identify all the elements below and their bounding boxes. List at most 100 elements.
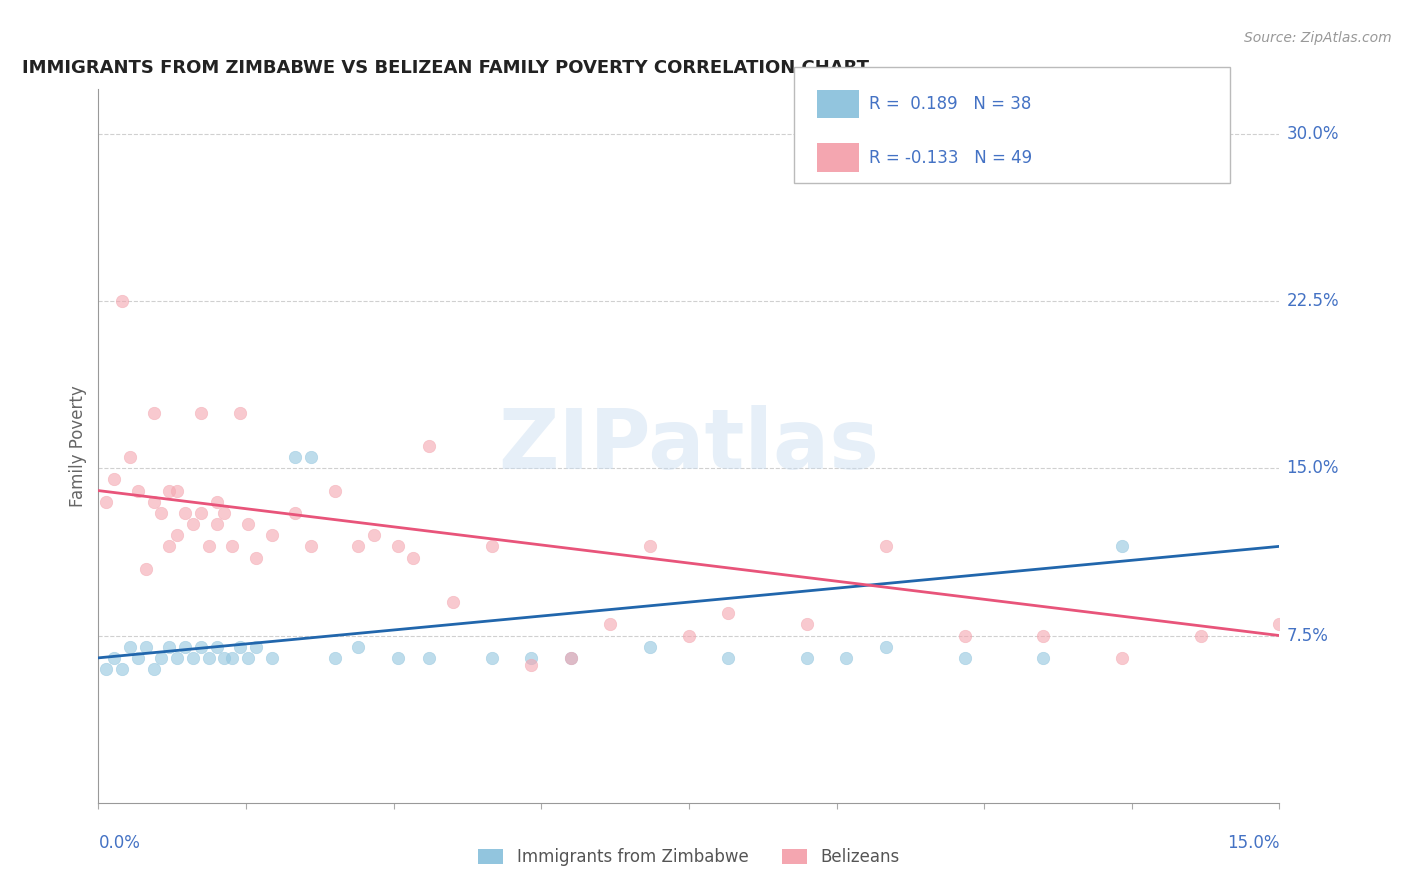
Point: [387, 539, 409, 553]
Point: [260, 651, 283, 665]
Point: [197, 651, 219, 665]
Point: [441, 595, 464, 609]
Point: [166, 483, 188, 498]
Point: [347, 539, 370, 553]
Point: [1111, 651, 1133, 665]
Legend: Immigrants from Zimbabwe, Belizeans: Immigrants from Zimbabwe, Belizeans: [478, 847, 900, 866]
Y-axis label: Family Poverty: Family Poverty: [69, 385, 87, 507]
Point: [363, 528, 385, 542]
Point: [127, 483, 149, 498]
Text: 7.5%: 7.5%: [1286, 626, 1329, 645]
Point: [678, 628, 700, 642]
Text: 15.0%: 15.0%: [1227, 834, 1279, 852]
Point: [214, 651, 236, 665]
Point: [166, 528, 188, 542]
Point: [638, 539, 661, 553]
Point: [174, 506, 197, 520]
Text: 15.0%: 15.0%: [1286, 459, 1339, 477]
Text: R = -0.133   N = 49: R = -0.133 N = 49: [869, 149, 1032, 167]
Point: [221, 539, 243, 553]
Point: [118, 450, 141, 465]
Point: [142, 662, 165, 676]
Point: [197, 539, 219, 553]
Point: [190, 405, 212, 420]
Point: [284, 506, 307, 520]
Point: [236, 517, 259, 532]
Text: 22.5%: 22.5%: [1286, 292, 1339, 310]
Point: [260, 528, 283, 542]
Point: [150, 506, 173, 520]
Point: [157, 539, 180, 553]
Point: [1268, 617, 1291, 632]
Point: [717, 607, 740, 621]
Point: [299, 539, 322, 553]
Point: [402, 550, 425, 565]
Point: [875, 640, 897, 654]
Point: [418, 439, 440, 453]
Point: [229, 405, 252, 420]
Point: [181, 517, 204, 532]
Point: [638, 640, 661, 654]
Point: [1111, 539, 1133, 553]
Point: [181, 651, 204, 665]
Point: [111, 662, 134, 676]
Point: [323, 651, 346, 665]
Point: [96, 494, 118, 508]
Point: [481, 651, 503, 665]
Point: [127, 651, 149, 665]
Point: [835, 651, 858, 665]
Point: [520, 657, 543, 672]
Point: [387, 651, 409, 665]
Point: [418, 651, 440, 665]
Text: Source: ZipAtlas.com: Source: ZipAtlas.com: [1244, 31, 1392, 45]
Point: [236, 651, 259, 665]
Point: [111, 293, 134, 308]
Point: [157, 640, 180, 654]
Point: [205, 640, 228, 654]
Text: IMMIGRANTS FROM ZIMBABWE VS BELIZEAN FAMILY POVERTY CORRELATION CHART: IMMIGRANTS FROM ZIMBABWE VS BELIZEAN FAM…: [21, 59, 869, 77]
Point: [953, 628, 976, 642]
Point: [299, 450, 322, 465]
Point: [103, 651, 125, 665]
Point: [560, 651, 582, 665]
Point: [205, 494, 228, 508]
Point: [157, 483, 180, 498]
Point: [245, 550, 267, 565]
Point: [96, 662, 118, 676]
Point: [953, 651, 976, 665]
Point: [214, 506, 236, 520]
Point: [481, 539, 503, 553]
Text: R =  0.189   N = 38: R = 0.189 N = 38: [869, 95, 1031, 113]
Point: [190, 506, 212, 520]
Point: [717, 651, 740, 665]
Point: [142, 494, 165, 508]
Point: [560, 651, 582, 665]
Point: [142, 405, 165, 420]
Point: [599, 617, 621, 632]
Point: [284, 450, 307, 465]
Point: [245, 640, 267, 654]
Point: [190, 640, 212, 654]
Text: ZIPatlas: ZIPatlas: [499, 406, 879, 486]
Point: [118, 640, 141, 654]
Point: [221, 651, 243, 665]
Point: [796, 617, 818, 632]
Point: [1189, 628, 1212, 642]
Point: [796, 651, 818, 665]
Point: [875, 539, 897, 553]
Point: [103, 473, 125, 487]
Point: [166, 651, 188, 665]
Point: [229, 640, 252, 654]
Point: [520, 651, 543, 665]
Point: [347, 640, 370, 654]
Point: [150, 651, 173, 665]
Point: [135, 562, 157, 576]
Text: 30.0%: 30.0%: [1286, 125, 1339, 143]
Point: [205, 517, 228, 532]
Point: [1032, 651, 1054, 665]
Point: [323, 483, 346, 498]
Point: [174, 640, 197, 654]
Point: [1032, 628, 1054, 642]
Text: 0.0%: 0.0%: [98, 834, 141, 852]
Point: [135, 640, 157, 654]
